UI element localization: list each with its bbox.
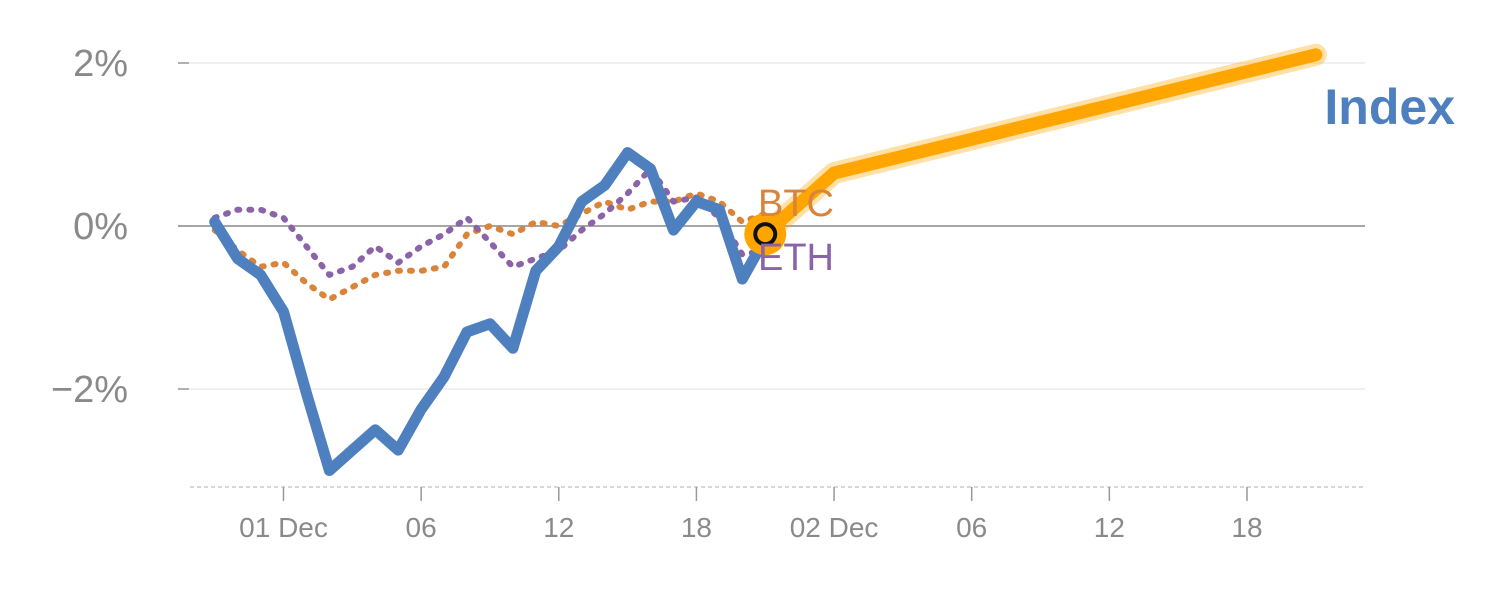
btc-series-label: BTC <box>758 183 834 225</box>
y-tick-label: 0% <box>73 206 128 248</box>
btc-series-line <box>211 190 769 303</box>
current-value-marker-halo <box>744 213 787 256</box>
y-tick-label: −2% <box>51 369 128 411</box>
x-tick-label: 06 <box>406 512 437 543</box>
index-series-label: Index <box>1324 79 1455 135</box>
x-tick-label: 18 <box>681 512 712 543</box>
index-series-line <box>209 147 771 476</box>
axis-layer: 2% 0% −2% 01 Dec 06 12 18 02 Dec 06 12 18 <box>51 43 1365 543</box>
marker-layer <box>744 213 787 256</box>
eth-series-line <box>211 165 769 278</box>
x-tick-label: 12 <box>1094 512 1125 543</box>
current-value-marker <box>753 222 778 247</box>
y-tick-label: 2% <box>73 43 128 85</box>
x-tick-label: 01 Dec <box>239 512 328 543</box>
x-tick-label: 12 <box>543 512 574 543</box>
label-layer: BTC ETH Index <box>758 79 1455 279</box>
index-projection-line <box>758 48 1323 241</box>
eth-series-label: ETH <box>758 237 834 279</box>
x-tick-label: 02 Dec <box>790 512 879 543</box>
x-tick-label: 18 <box>1231 512 1262 543</box>
x-tick-label: 06 <box>956 512 987 543</box>
